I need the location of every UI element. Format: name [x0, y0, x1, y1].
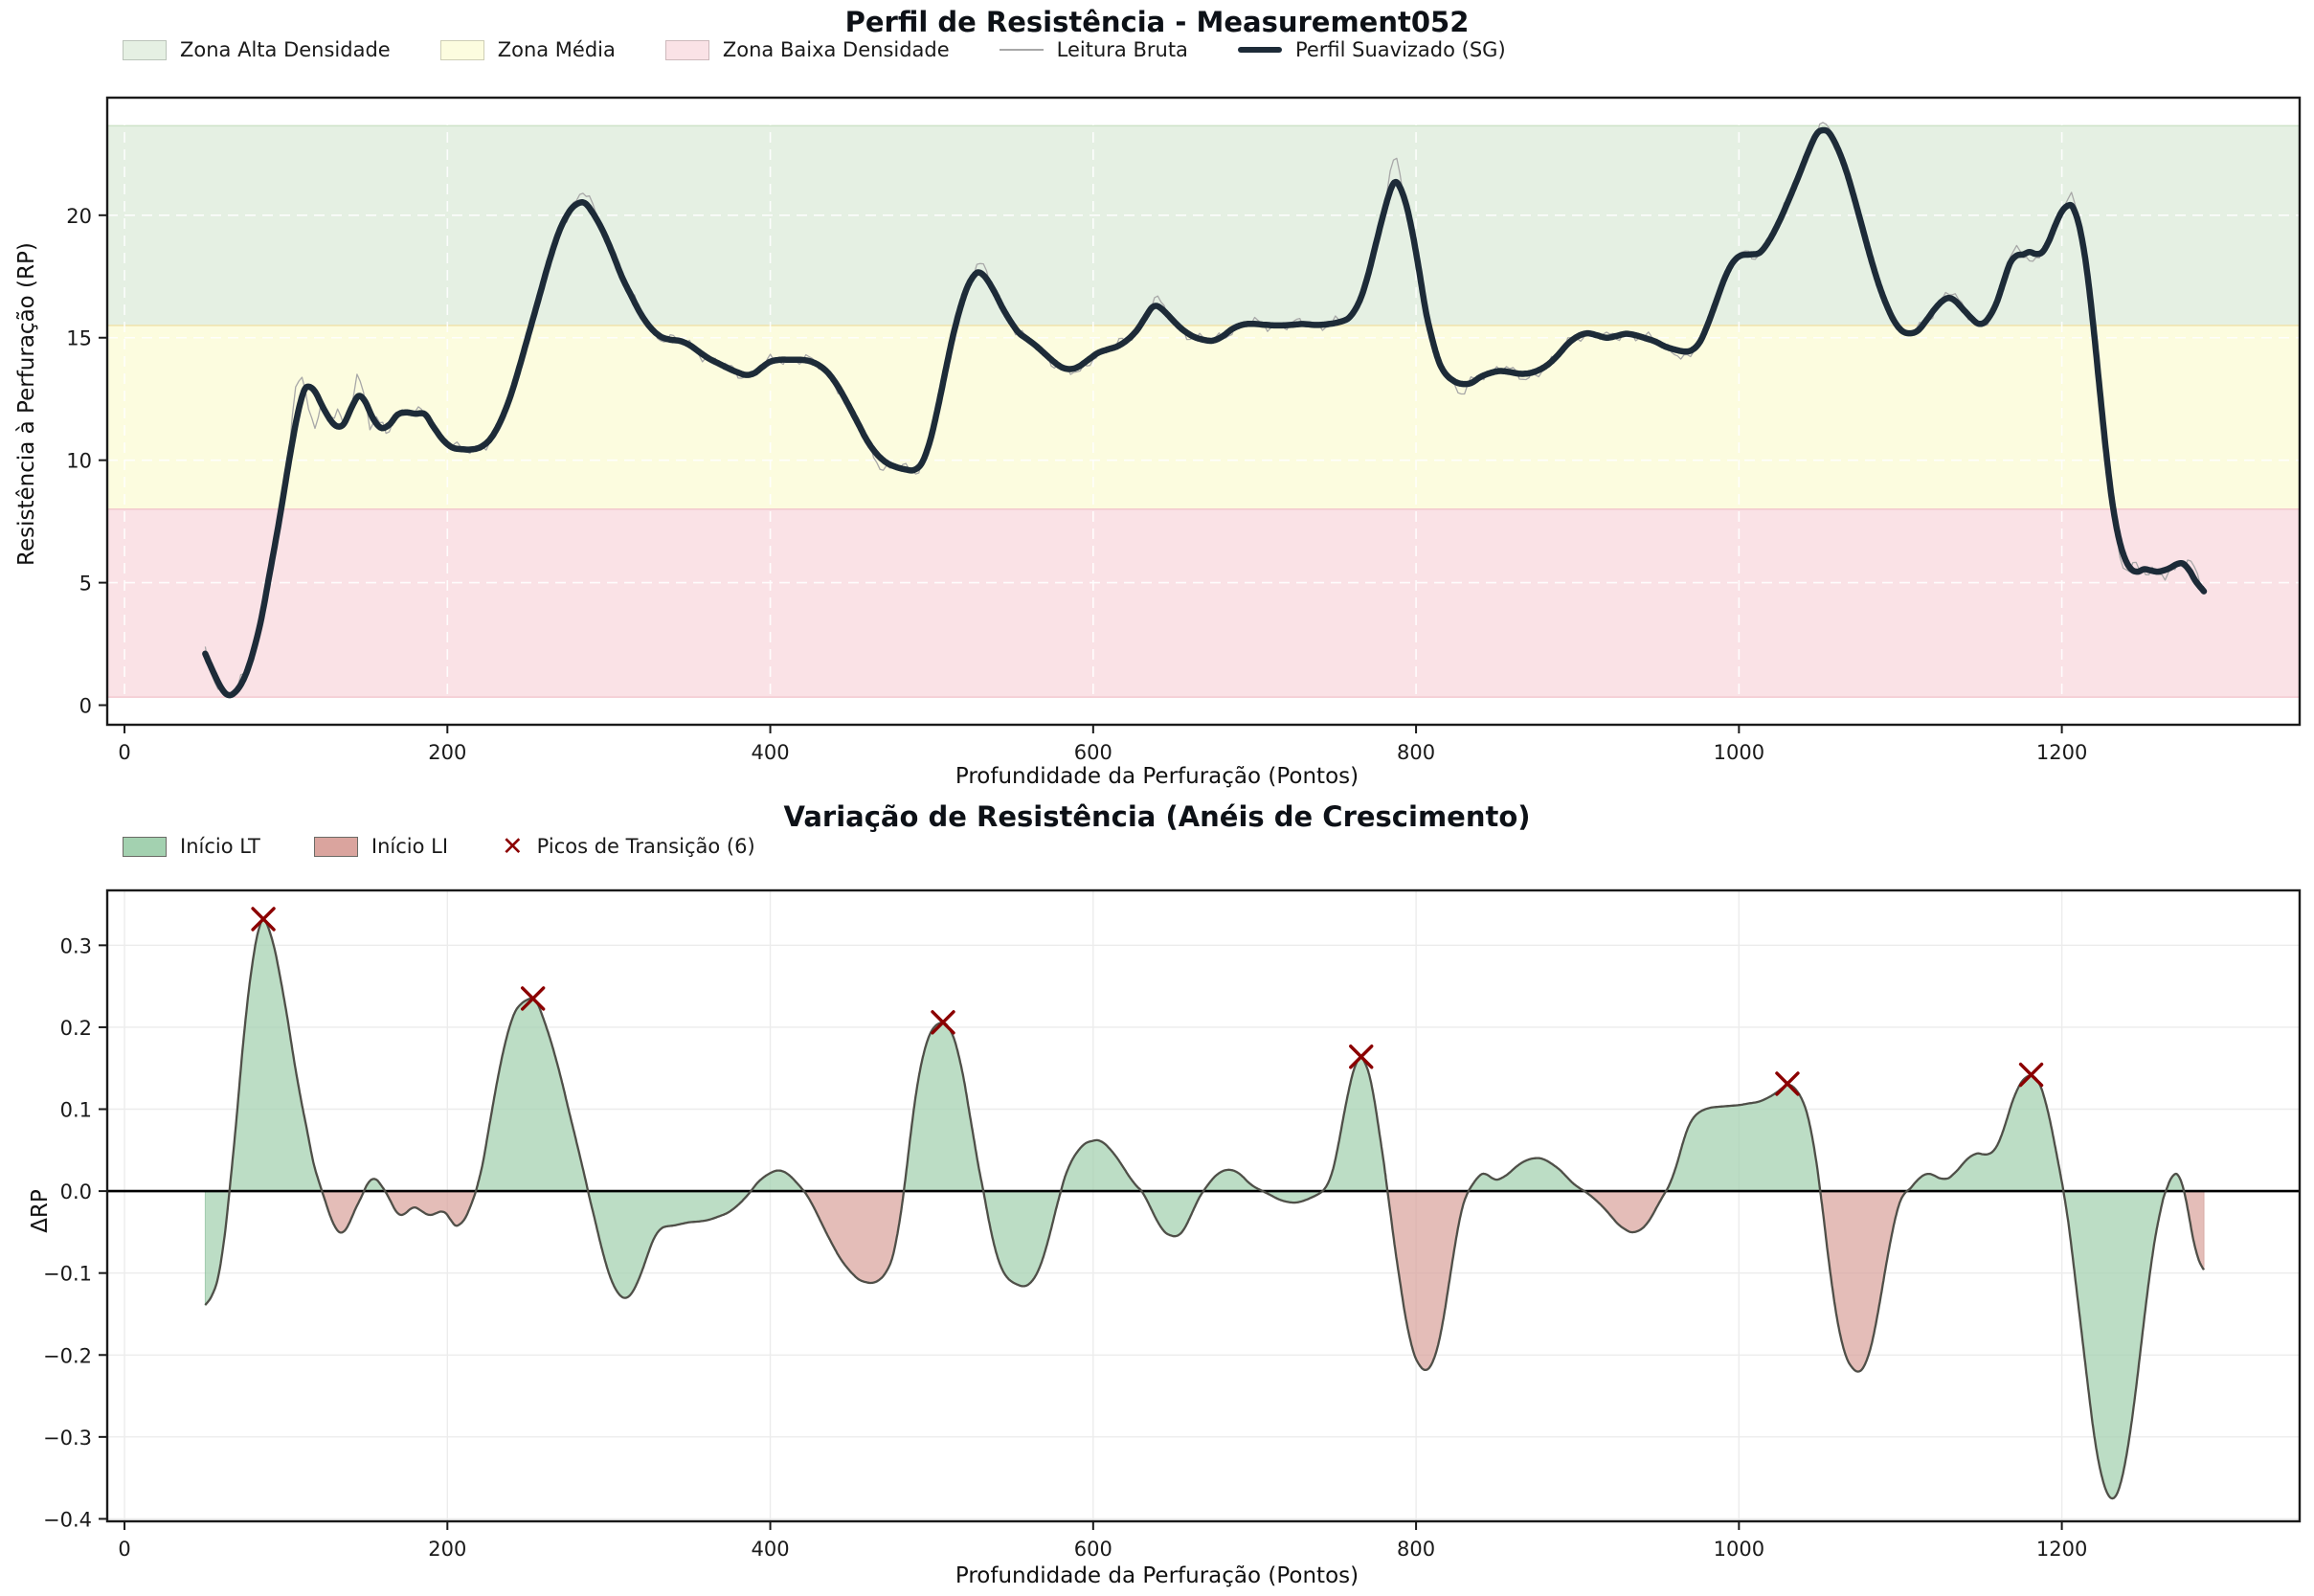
inicio-lt-swatch-icon — [123, 836, 167, 857]
legend-label: Início LT — [180, 835, 260, 858]
top-y-axis-label: Resistência à Perfuração (RP) — [14, 242, 39, 566]
legend-item-zona-media: Zona Média — [439, 38, 616, 61]
top-chart-legend: Zona Alta Densidade Zona Média Zona Baix… — [123, 38, 1506, 61]
transition-peak-marker — [2018, 1062, 2044, 1088]
transition-peak-marker — [251, 907, 276, 932]
x-tick-label: 1200 — [2036, 741, 2087, 764]
x-tick-label: 400 — [752, 741, 790, 764]
fill-inicio-lt — [587, 1170, 805, 1299]
y-tick-label: 5 — [79, 573, 92, 596]
y-tick-label: −0.2 — [43, 1344, 92, 1367]
legend-item-picos: ✕ Picos de Transição (6) — [502, 831, 755, 862]
x-marker-icon: ✕ — [502, 831, 524, 862]
legend-label: Zona Alta Densidade — [180, 38, 391, 61]
x-tick-label: 1000 — [1714, 741, 1764, 764]
fill-inicio-lt — [1202, 1169, 1324, 1203]
y-tick-label: 0.2 — [60, 1017, 92, 1040]
transition-peak-marker — [520, 986, 546, 1011]
x-tick-label: 800 — [1397, 741, 1435, 764]
legend-item-zona-baixa: Zona Baixa Densidade — [664, 38, 950, 61]
x-tick-label: 400 — [752, 1538, 790, 1561]
legend-item-inicio-li: Início LI — [313, 835, 449, 858]
y-tick-label: 20 — [66, 205, 92, 228]
legend-label: Picos de Transição (6) — [536, 835, 755, 858]
y-tick-label: −0.3 — [43, 1427, 92, 1450]
smoothed-line-swatch-icon — [1237, 47, 1282, 53]
fill-inicio-li — [1819, 1190, 1909, 1373]
plot-border — [105, 96, 2302, 727]
legend-label: Zona Média — [497, 38, 616, 61]
top-x-axis-label: Profundidade da Perfuração (Pontos) — [955, 764, 1359, 789]
y-tick-label: 0.0 — [60, 1180, 92, 1203]
legend-item-leitura-bruta: Leitura Bruta — [999, 38, 1188, 61]
bottom-x-axis-label: Profundidade da Perfuração (Pontos) — [955, 1563, 1359, 1588]
x-tick-label: 0 — [118, 1538, 130, 1561]
transition-peak-marker — [1349, 1045, 1374, 1069]
transition-peak-marker — [931, 1010, 955, 1035]
zone-zona-baixa-densidade — [107, 508, 2300, 698]
x-tick-label: 600 — [1074, 741, 1112, 764]
legend-item-inicio-lt: Início LT — [123, 835, 260, 858]
bottom-chart-legend: Início LT Início LI ✕ Picos de Transição… — [123, 831, 755, 862]
y-tick-label: −0.4 — [43, 1508, 92, 1531]
x-tick-label: 800 — [1397, 1538, 1435, 1561]
inicio-li-swatch-icon — [313, 836, 358, 857]
fill-inicio-lt — [903, 1022, 1205, 1287]
zona-media-swatch-icon — [439, 39, 484, 60]
x-tick-label: 1000 — [1714, 1538, 1764, 1561]
bottom-chart-title: Variação de Resistência (Anéis de Cresci… — [783, 800, 1531, 833]
x-tick-label: 200 — [428, 741, 466, 764]
legend-label: Início LI — [371, 835, 449, 858]
zona-alta-swatch-icon — [123, 39, 167, 60]
y-tick-label: 0.3 — [60, 934, 92, 957]
x-tick-label: 600 — [1074, 1538, 1112, 1561]
y-tick-label: 0.1 — [60, 1099, 92, 1122]
x-tick-label: 0 — [118, 741, 130, 764]
legend-label: Perfil Suavizado (SG) — [1294, 38, 1506, 61]
top-chart-title: Perfil de Resistência - Measurement052 — [844, 6, 1470, 38]
y-tick-label: 0 — [79, 695, 92, 718]
y-tick-label: 15 — [66, 327, 92, 350]
legend-item-perfil-suavizado: Perfil Suavizado (SG) — [1237, 38, 1506, 61]
smoothed-profile-line — [202, 126, 2208, 699]
x-tick-label: 200 — [428, 1538, 466, 1561]
legend-label: Zona Baixa Densidade — [722, 38, 950, 61]
bottom-y-axis-label: ΔRP — [28, 1189, 53, 1233]
x-tick-label: 1200 — [2036, 1538, 2087, 1561]
delta-rp-line — [204, 917, 2206, 1500]
zone-zona-media — [107, 325, 2300, 509]
top-chart-plot-area: 0 200 400 600 800 1000 1200 0 5 10 15 20 — [66, 96, 2302, 764]
legend-label: Leitura Bruta — [1056, 38, 1188, 61]
zone-zona-alta-densidade — [107, 125, 2300, 326]
fill-inicio-lt — [1665, 1084, 1821, 1192]
fill-inicio-lt — [1905, 1074, 2167, 1499]
y-tick-label: 10 — [66, 450, 92, 473]
y-tick-label: −0.1 — [43, 1263, 92, 1286]
zona-baixa-swatch-icon — [664, 39, 709, 60]
transition-peak-marker — [1775, 1071, 1800, 1096]
plot-border — [105, 888, 2302, 1523]
raw-line-swatch-icon — [999, 49, 1044, 51]
legend-item-zona-alta: Zona Alta Densidade — [123, 38, 391, 61]
bottom-chart-plot-area: 0 200 400 600 800 1000 1200 −0.4 −0.3 −0.2 −0.1 0.0… — [43, 888, 2302, 1561]
